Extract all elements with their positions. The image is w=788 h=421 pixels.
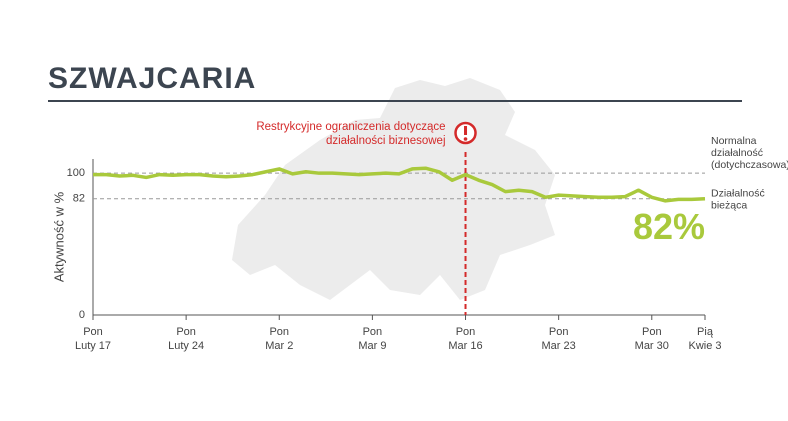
x-tick-label: Kwie 3 bbox=[688, 340, 721, 352]
reference-label: bieżąca bbox=[711, 199, 747, 211]
event-label: Restrykcyjne ograniczenia dotyczące bbox=[256, 121, 445, 133]
x-tick-label: Pią bbox=[697, 326, 714, 338]
y-axis-label: Aktywność w % bbox=[51, 191, 66, 282]
reference-label: (dotychczasowa) bbox=[711, 159, 788, 171]
y-tick-label: 82 bbox=[73, 193, 85, 205]
x-tick-label: Mar 23 bbox=[542, 340, 576, 352]
x-tick-label: Pon bbox=[269, 326, 289, 338]
map-silhouette bbox=[232, 78, 555, 300]
x-tick-label: Mar 9 bbox=[358, 340, 386, 352]
y-tick-label: 0 bbox=[79, 309, 85, 321]
value-label: 82% bbox=[633, 206, 705, 247]
x-tick-label: Pon bbox=[456, 326, 476, 338]
reference-label: Normalna bbox=[711, 135, 757, 147]
x-tick-label: Mar 16 bbox=[448, 340, 482, 352]
x-tick-label: Pon bbox=[363, 326, 383, 338]
event-icon-dot bbox=[463, 137, 468, 141]
x-tick-label: Pon bbox=[642, 326, 662, 338]
x-tick-label: Pon bbox=[176, 326, 196, 338]
reference-label: działalność bbox=[711, 147, 763, 159]
x-tick-label: Luty 24 bbox=[168, 340, 204, 352]
event-label: działalności biznesowej bbox=[326, 135, 446, 147]
x-tick-label: Mar 30 bbox=[635, 340, 669, 352]
event-icon-bar bbox=[464, 126, 468, 135]
y-tick-label: 100 bbox=[67, 167, 85, 179]
x-tick-label: Pon bbox=[549, 326, 569, 338]
reference-label: Działalność bbox=[711, 187, 765, 199]
x-tick-label: Pon bbox=[83, 326, 103, 338]
line-series bbox=[93, 166, 706, 203]
x-tick-label: Mar 2 bbox=[265, 340, 293, 352]
chart-title: SZWAJCARIA bbox=[48, 62, 256, 95]
x-tick-label: Luty 17 bbox=[75, 340, 111, 352]
